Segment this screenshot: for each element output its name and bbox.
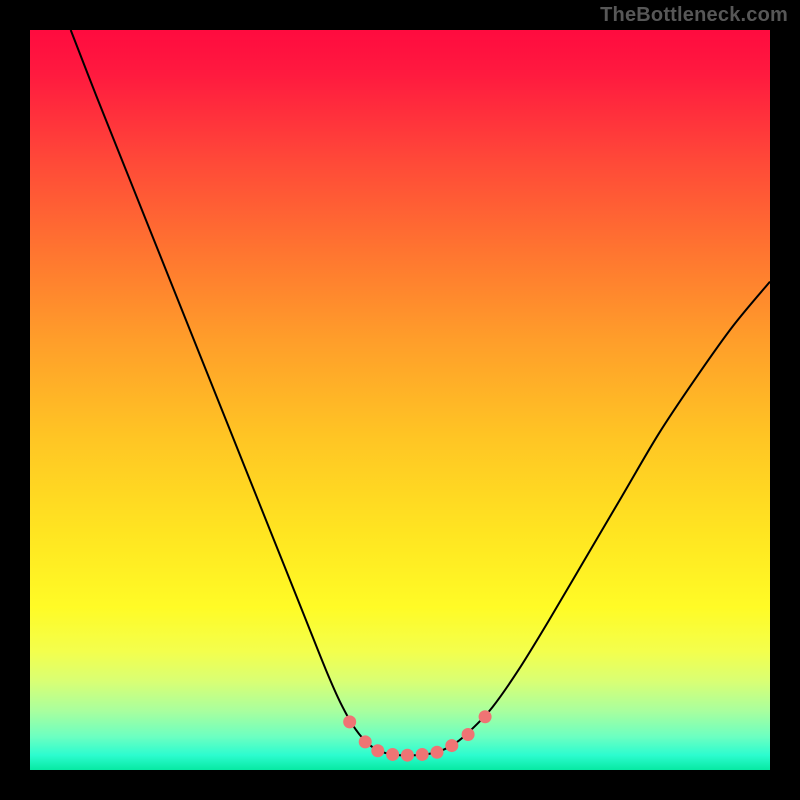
trough-marker: [431, 746, 444, 759]
trough-marker: [343, 715, 356, 728]
trough-marker: [359, 735, 372, 748]
bottleneck-curve: [71, 30, 770, 755]
trough-marker: [462, 728, 475, 741]
trough-marker: [445, 739, 458, 752]
chart-svg: [30, 30, 770, 770]
trough-marker: [386, 748, 399, 761]
trough-markers: [343, 710, 491, 761]
trough-marker: [401, 749, 414, 762]
trough-marker: [416, 748, 429, 761]
trough-marker: [371, 744, 384, 757]
trough-marker: [479, 710, 492, 723]
plot-area: [30, 30, 770, 770]
watermark-text: TheBottleneck.com: [600, 4, 788, 27]
